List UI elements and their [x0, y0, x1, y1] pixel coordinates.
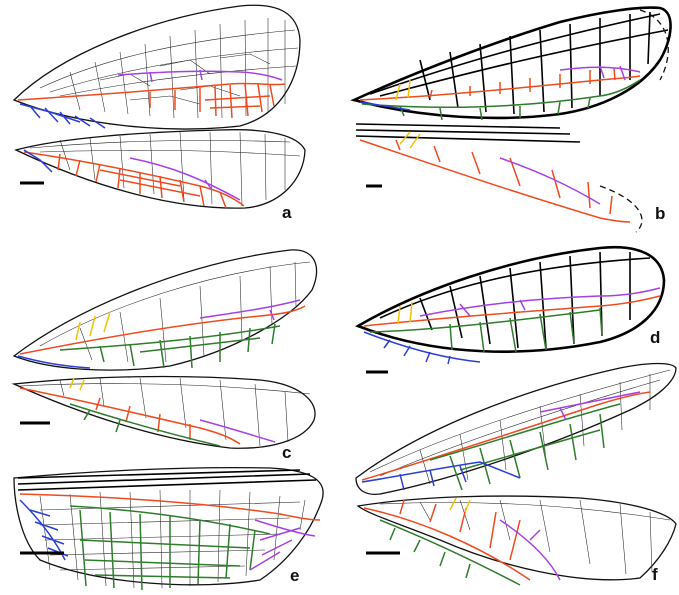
panel-e-green-vein — [69, 505, 271, 591]
panel-e-purple-vein — [249, 519, 316, 571]
panel-c-forewing-yellow-vein — [75, 311, 111, 341]
panel-a-forewing — [12, 4, 301, 130]
panel-d-purple-vein — [419, 287, 661, 317]
panel-e-orange-vein — [19, 493, 321, 521]
panel-b-forewing-orange-vein — [359, 67, 641, 101]
panel-e-label: e — [290, 566, 299, 585]
panel-f-forewing-purple-vein — [539, 391, 641, 421]
panel-d-label: d — [650, 328, 660, 347]
panel-c-hindwing — [11, 375, 316, 449]
panel-a-hindwing-purple-vein — [129, 157, 241, 201]
panel-c-hindwing-green-vein — [69, 403, 221, 447]
panel-d: d — [355, 245, 666, 374]
panel-b-hindwing-purple-vein — [499, 157, 601, 205]
panel-c: c — [11, 249, 318, 462]
panel-e-wing — [13, 466, 324, 591]
panel-b: b — [350, 6, 672, 233]
panel-c-forewing — [12, 249, 318, 371]
panel-d-yellow-vein — [397, 301, 413, 325]
panel-c-label: c — [282, 443, 291, 462]
panel-f-hindwing-purple-vein — [499, 519, 561, 581]
panel-a-hindwing-blue-vein — [23, 149, 53, 173]
panel-b-forewing-blue-vein — [359, 101, 411, 111]
panel-b-hindwing-orange-vein — [359, 139, 631, 223]
panel-a-forewing-orange-vein — [17, 82, 286, 119]
panel-b-label: b — [655, 204, 665, 223]
panel-c-hindwing-purple-vein — [199, 419, 276, 443]
panel-a-forewing-blue-vein — [19, 103, 106, 129]
panel-b-forewing-green-vein — [361, 79, 641, 121]
panel-f-hindwing — [356, 495, 677, 586]
panel-c-forewing-purple-vein — [199, 299, 301, 321]
panel-c-forewing-green-vein — [59, 323, 281, 369]
panel-b-hindwing-yellow-vein — [399, 131, 421, 149]
panel-a-hindwing-orange-vein — [23, 151, 245, 209]
panel-f-hindwing-yellow-vein — [449, 497, 471, 513]
panel-b-forewing-purple-vein — [559, 65, 641, 81]
panel-d-orange-vein — [363, 295, 661, 327]
panel-c-hindwing-yellow-vein — [69, 377, 85, 391]
panel-a-hindwing — [14, 129, 306, 209]
panel-a-label: a — [282, 203, 292, 222]
panel-f-forewing-green-vein — [429, 403, 621, 491]
panel-a: a — [12, 4, 306, 222]
panel-f: f — [355, 362, 677, 586]
panel-f-hindwing-orange-vein — [363, 499, 531, 581]
panel-f-forewing-orange-vein — [361, 391, 651, 481]
panel-a-forewing-purple-vein — [117, 69, 283, 83]
panel-f-forewing — [355, 362, 677, 496]
panel-d-wing — [355, 245, 666, 365]
panel-c-hindwing-orange-vein — [19, 387, 241, 445]
panel-f-label: f — [652, 565, 658, 584]
panel-b-hindwing — [355, 123, 643, 233]
panel-d-green-vein — [369, 307, 603, 353]
panel-e-blue-vein — [19, 499, 69, 561]
panel-e: e — [13, 466, 324, 591]
panel-c-forewing-orange-vein — [19, 305, 306, 355]
panel-f-hindwing-green-vein — [379, 519, 521, 586]
panel-b-forewing-yellow-vein — [395, 79, 411, 101]
panel-d-blue-vein — [363, 331, 481, 365]
panel-b-forewing — [350, 6, 672, 121]
panel-f-forewing-blue-vein — [361, 461, 521, 491]
panel-c-forewing-blue-vein — [17, 355, 91, 369]
